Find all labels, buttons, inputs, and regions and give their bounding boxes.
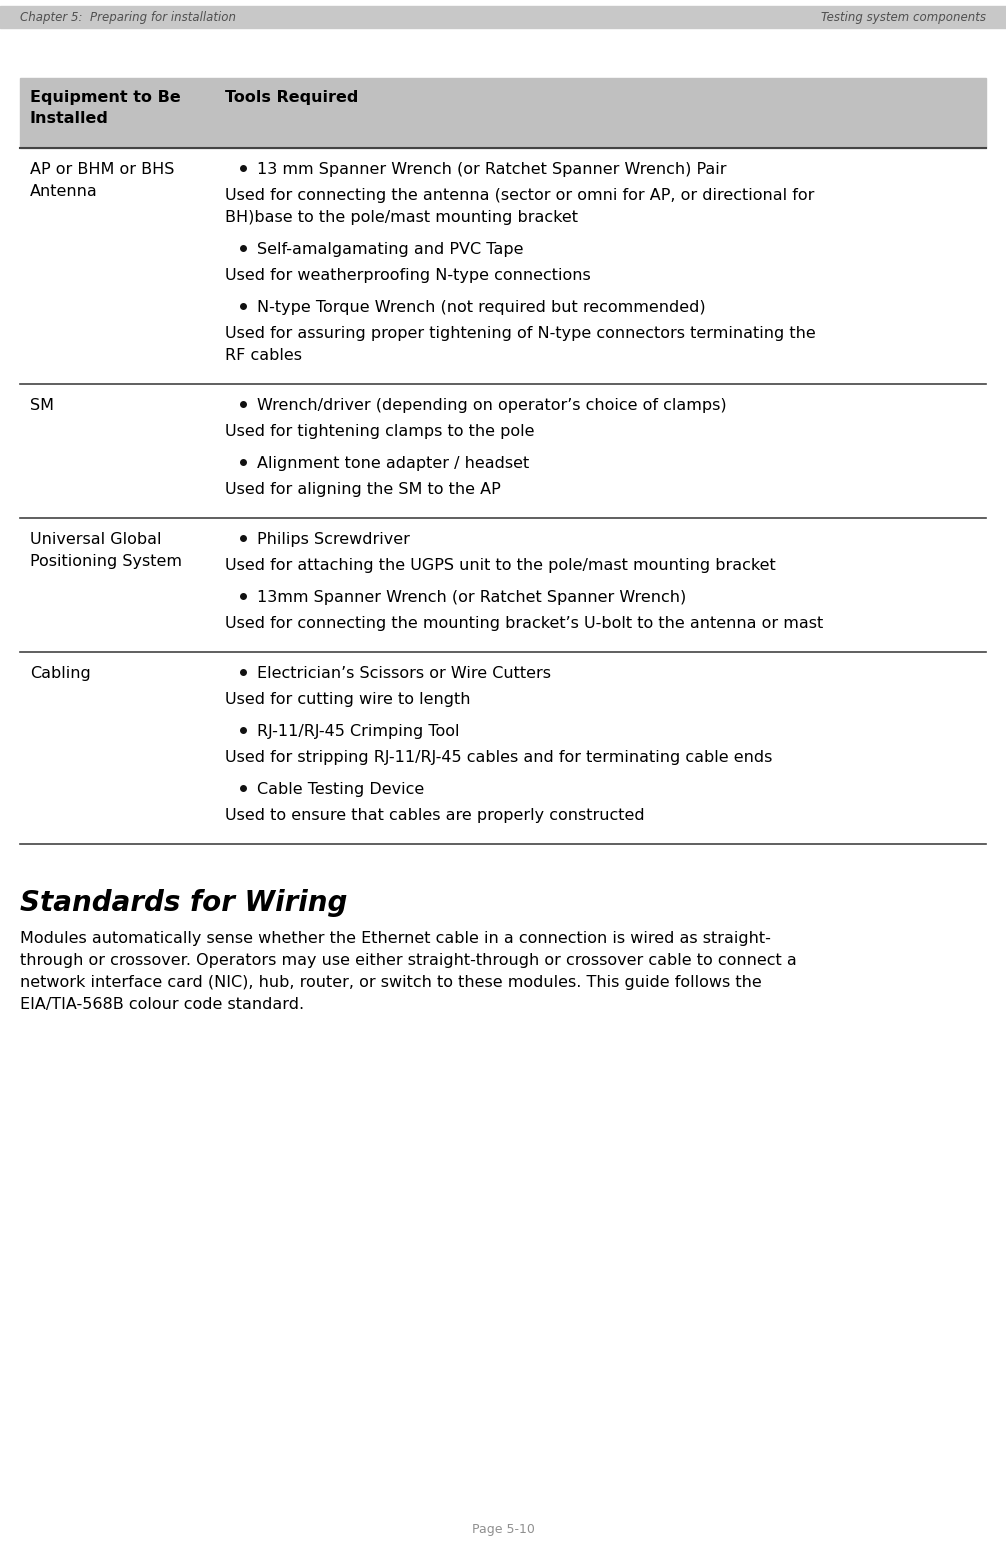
Text: EIA/TIA-568B colour code standard.: EIA/TIA-568B colour code standard. <box>20 997 304 1012</box>
Text: AP or BHM or BHS
Antenna: AP or BHM or BHS Antenna <box>30 162 174 199</box>
Text: Alignment tone adapter / headset: Alignment tone adapter / headset <box>257 456 529 471</box>
Text: Universal Global
Positioning System: Universal Global Positioning System <box>30 532 182 569</box>
Text: Page 5-10: Page 5-10 <box>472 1524 534 1536</box>
Text: Philips Screwdriver: Philips Screwdriver <box>257 532 409 547</box>
Text: Self-amalgamating and PVC Tape: Self-amalgamating and PVC Tape <box>257 243 523 257</box>
Text: 13 mm Spanner Wrench (or Ratchet Spanner Wrench) Pair: 13 mm Spanner Wrench (or Ratchet Spanner… <box>257 162 726 177</box>
Text: Chapter 5:  Preparing for installation: Chapter 5: Preparing for installation <box>20 11 236 23</box>
Text: Testing system components: Testing system components <box>821 11 986 23</box>
Text: Cable Testing Device: Cable Testing Device <box>257 782 425 798</box>
Text: Equipment to Be
Installed: Equipment to Be Installed <box>30 90 181 126</box>
Text: SM: SM <box>30 398 54 414</box>
Text: Modules automatically sense whether the Ethernet cable in a connection is wired : Modules automatically sense whether the … <box>20 931 771 945</box>
Bar <box>20 78 986 148</box>
Text: RJ-11/RJ-45 Crimping Tool: RJ-11/RJ-45 Crimping Tool <box>257 725 460 739</box>
Text: Used for attaching the UGPS unit to the pole/mast mounting bracket: Used for attaching the UGPS unit to the … <box>225 558 776 572</box>
Text: Standards for Wiring: Standards for Wiring <box>20 889 347 917</box>
Text: Used to ensure that cables are properly constructed: Used to ensure that cables are properly … <box>225 809 645 823</box>
Text: Electrician’s Scissors or Wire Cutters: Electrician’s Scissors or Wire Cutters <box>257 666 551 681</box>
Text: Tools Required: Tools Required <box>225 90 358 106</box>
Text: Used for assuring proper tightening of N-type connectors terminating the: Used for assuring proper tightening of N… <box>225 327 816 341</box>
Text: Used for cutting wire to length: Used for cutting wire to length <box>225 692 471 708</box>
Text: 13mm Spanner Wrench (or Ratchet Spanner Wrench): 13mm Spanner Wrench (or Ratchet Spanner … <box>257 589 686 605</box>
Text: Used for weatherproofing N-type connections: Used for weatherproofing N-type connecti… <box>225 267 591 283</box>
Text: Used for stripping RJ-11/RJ-45 cables and for terminating cable ends: Used for stripping RJ-11/RJ-45 cables an… <box>225 750 773 765</box>
Text: Cabling: Cabling <box>30 666 91 681</box>
Text: Used for tightening clamps to the pole: Used for tightening clamps to the pole <box>225 425 534 439</box>
Text: through or crossover. Operators may use either straight-through or crossover cab: through or crossover. Operators may use … <box>20 953 797 969</box>
Text: Wrench/driver (depending on operator’s choice of clamps): Wrench/driver (depending on operator’s c… <box>257 398 726 414</box>
Text: Used for connecting the antenna (sector or omni for AP, or directional for: Used for connecting the antenna (sector … <box>225 188 815 204</box>
Text: RF cables: RF cables <box>225 348 302 362</box>
Text: network interface card (NIC), hub, router, or switch to these modules. This guid: network interface card (NIC), hub, route… <box>20 975 762 991</box>
Bar <box>0 6 1006 28</box>
Text: Used for aligning the SM to the AP: Used for aligning the SM to the AP <box>225 482 501 498</box>
Text: Used for connecting the mounting bracket’s U-bolt to the antenna or mast: Used for connecting the mounting bracket… <box>225 616 823 631</box>
Text: BH)base to the pole/mast mounting bracket: BH)base to the pole/mast mounting bracke… <box>225 210 578 225</box>
Text: N-type Torque Wrench (not required but recommended): N-type Torque Wrench (not required but r… <box>257 300 705 316</box>
